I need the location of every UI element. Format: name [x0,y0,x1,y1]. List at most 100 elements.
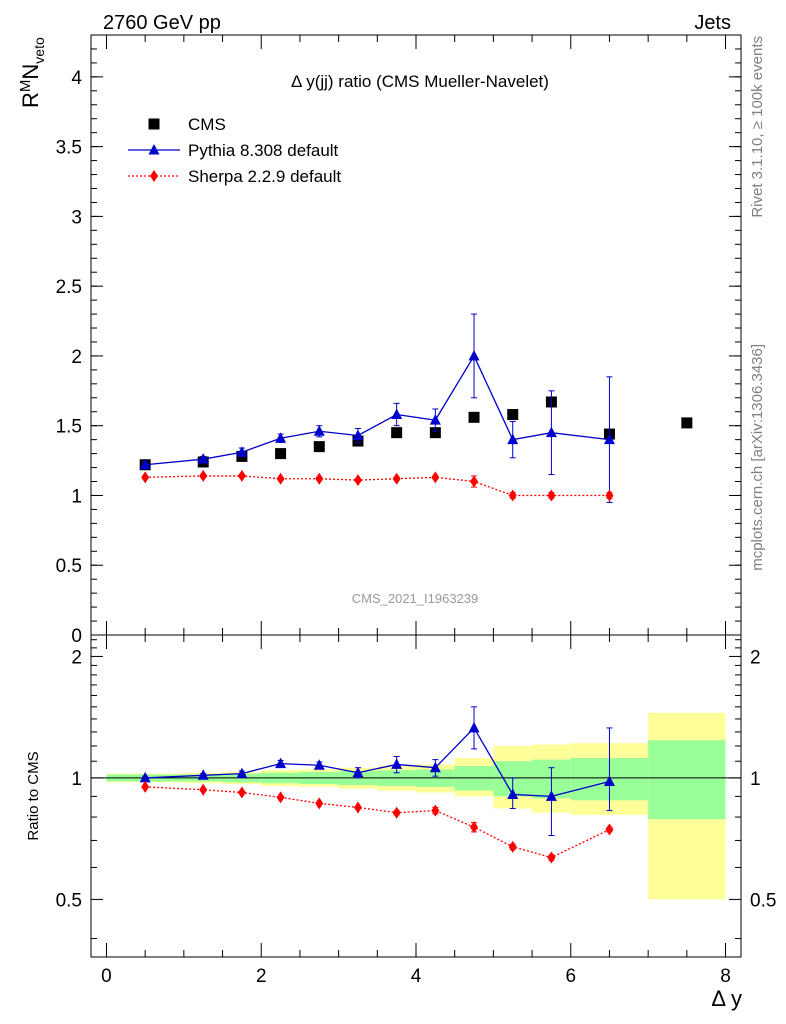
ratio-point [470,821,479,834]
data-point [313,425,325,436]
y-tick-label: 3.5 [56,138,82,159]
ratio-point [237,786,246,799]
data-point [429,427,441,439]
legend-label: Sherpa 2.2.9 default [188,167,341,186]
process-label: Jets [694,12,731,34]
x-tick-label: 0 [101,966,112,987]
ratio-point [141,780,150,793]
main-panel: 0 0.5 1 1.5 2 2.5 3 3.5 4 Δ y(jj) ratio (CMS Mue… [17,34,742,647]
legend-marker [148,118,160,130]
series-line [145,354,610,466]
y-axis-label: RMNveto [17,37,47,108]
ratio-y-axis-label: Ratio to CMS [25,751,42,840]
data-point [468,349,480,361]
chart-title: Δ y(jj) ratio (CMS Mueller-Navelet) [291,72,549,91]
watermark: CMS_2021_I1963239 [352,591,479,606]
ratio-error-bar [606,727,613,812]
legend-marker [150,170,158,182]
ratio-tick-label-right: 1 [750,769,761,790]
ratio-panel: 0.5 0.5 1 1 2 2 0 2 4 6 8 Ratio to CMS Δ y [25,634,776,1011]
ratio-point [468,721,480,733]
data-point [507,433,519,445]
data-point [547,489,556,502]
data-point [508,489,517,502]
ratio-series-sherpa [141,780,614,864]
y-tick-label: 1.5 [56,417,82,438]
legend-marker [148,144,160,155]
ratio-point [353,801,362,814]
ratio-point [431,804,440,817]
ratio-line [145,726,610,798]
data-point [391,427,403,439]
data-point [468,411,480,423]
ratio-series-pythia [139,706,615,837]
ratio-tick-label: 1 [71,769,82,790]
data-point [391,408,403,420]
data-point [507,409,519,421]
x-tick-label: 8 [720,966,731,987]
y-tick-label: 1 [71,486,82,507]
x-tick-label: 2 [256,966,267,987]
data-point [313,441,325,453]
data-point [139,458,151,470]
y-tick-label: 0 [71,626,82,647]
data-point [197,453,209,464]
y-tick-label: 4 [71,68,82,89]
legend-label: Pythia 8.308 default [188,141,339,160]
ratio-point [429,761,441,773]
ratio-point [392,806,401,819]
ratio-point [603,775,615,786]
data-point [315,472,324,485]
legend-label: CMS [188,115,226,134]
ratio-point [547,851,556,864]
series-triangle [139,313,615,503]
ratio-tick-label: 0.5 [56,890,82,911]
ratio-point [139,771,151,783]
ratio-point [352,766,364,778]
y-tick-label: 2 [71,347,82,368]
y-tick-label: 2.5 [56,277,82,298]
series-line [145,475,610,497]
data-point [353,474,362,487]
ratio-point [391,758,403,769]
ratio-point [197,769,209,780]
mcplots-label: mcplots.cern.ch [arXiv:1306.3436] [749,344,766,571]
ratio-point [507,788,519,799]
data-point [276,472,285,485]
data-point [392,472,401,485]
y-tick-label: 3 [71,207,82,228]
energy-label: 2760 GeV pp [103,12,221,34]
ratio-point [236,767,248,779]
data-point [429,414,441,425]
ratio-point [315,797,324,810]
x-axis-label: Δ y [711,986,742,1011]
ratio-point [313,759,325,770]
data-point [470,475,479,488]
ratio-point [605,823,614,836]
data-point [545,426,557,438]
x-tick-label: 4 [411,966,422,987]
data-point [603,433,615,445]
data-point [605,489,614,502]
ratio-point [275,757,287,769]
data-point [141,471,150,484]
ratio-tick-label-right: 2 [750,647,761,668]
ratio-tick-label-right: 0.5 [750,890,776,911]
ratio-point [276,791,285,804]
uncertainty-band-green [648,740,726,820]
ratio-point [508,840,517,853]
data-point [352,429,364,440]
rivet-label: Rivet 3.1.10, ≥ 100k events [749,36,766,218]
data-point [681,417,693,429]
data-point [275,448,287,460]
data-point [431,471,440,484]
series-diamond [141,469,614,502]
y-tick-label: 0.5 [56,556,82,577]
data-point [199,469,208,482]
ratio-point [199,783,208,796]
data-point [275,432,287,443]
ratio-error-bar [548,767,555,837]
x-tick-label: 6 [565,966,576,987]
ratio-line [145,786,610,859]
